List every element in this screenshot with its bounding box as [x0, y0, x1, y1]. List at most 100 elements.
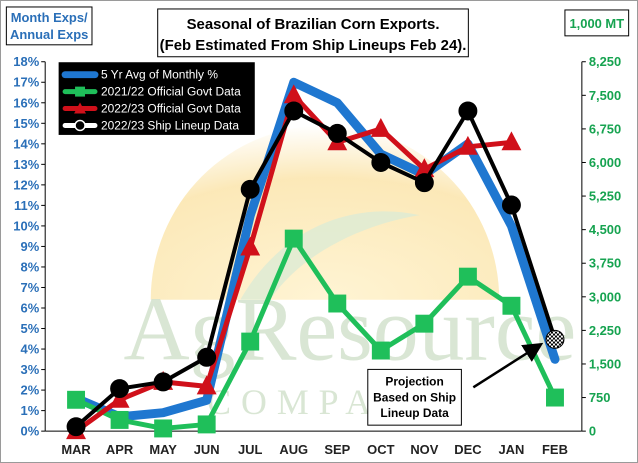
data-point [457, 135, 478, 155]
right-axis-ticks: 0 750 1,500 2,250 3,000 3,750 4,500 5,250 6,000 6… [581, 54, 621, 439]
data-point [501, 195, 521, 215]
x-tick-label: JUN [194, 442, 220, 457]
x-tick-label: MAR [61, 442, 91, 457]
x-tick-label: DEC [454, 442, 481, 457]
annotation-line-1: Projection [385, 374, 443, 388]
data-point [67, 390, 86, 409]
x-tick-label: APR [106, 442, 134, 457]
x-tick-label: JUL [238, 442, 263, 457]
x-tick-label: MAY [149, 442, 177, 457]
left-tick-label: 9% [21, 239, 40, 254]
left-tick-label: 11% [14, 198, 40, 213]
left-axis-label-line-2: Annual Exps [10, 27, 88, 42]
left-tick-label: 7% [21, 280, 40, 295]
right-tick-label: 6,750 [589, 121, 621, 136]
data-point [502, 296, 521, 315]
chart-title-line-1: Seasonal of Brazilian Corn Exports. [187, 16, 440, 33]
data-point [546, 388, 564, 407]
data-point [415, 314, 434, 333]
legend-entry: 2022/23 Ship Lineup Data [62, 118, 239, 132]
left-tick-label: 10% [13, 218, 39, 233]
data-point [284, 101, 304, 121]
x-tick-label: FEB [542, 442, 568, 457]
left-tick-label: 0% [21, 424, 40, 439]
x-tick-label: JAN [498, 442, 524, 457]
left-tick-label: 8% [21, 259, 40, 274]
data-point [371, 341, 390, 360]
legend-swatch-marker [74, 119, 86, 132]
annotation-line-3: Lineup Data [380, 406, 449, 420]
data-point [197, 415, 216, 434]
data-point [284, 229, 303, 248]
series-0 [71, 77, 560, 422]
data-point [458, 267, 477, 286]
data-point [66, 417, 86, 437]
legend-entry: 2021/22 Official Govt Data [62, 85, 241, 99]
legend-label: 2022/23 Official Govt Data [101, 102, 241, 116]
data-point [109, 388, 130, 408]
left-axis-ticks: 0% 1% 2% 3% 4% 5% 6% 7% 8% 9% 10% 11% 12% 13% 14% 15% 16… [13, 54, 46, 439]
left-tick-label: 17% [13, 75, 39, 90]
chart-title-line-2: (Feb Estimated From Ship Lineups Feb 24)… [160, 37, 467, 54]
legend-swatch-marker [74, 102, 87, 114]
data-point [501, 131, 522, 151]
annotation-box [367, 368, 462, 426]
left-tick-label: 12% [13, 177, 39, 192]
legend-entry: 5 Yr Avg of Monthly % [61, 68, 218, 82]
legend-swatch-marker [75, 86, 86, 97]
data-point [240, 236, 261, 256]
series-line [71, 77, 560, 422]
series-1 [67, 229, 564, 438]
left-tick-label: 14% [13, 136, 39, 151]
x-tick-label: AUG [279, 442, 308, 457]
data-point [240, 179, 260, 199]
annotation-arrow [472, 342, 544, 389]
x-tick-label: OCT [367, 442, 394, 457]
data-point [110, 410, 129, 429]
right-tick-label: 4,500 [589, 222, 621, 237]
legend-label: 2021/22 Official Govt Data [101, 85, 241, 99]
right-tick-label: 3,000 [589, 289, 621, 304]
right-tick-label: 1,500 [589, 356, 621, 371]
left-tick-label: 2% [21, 383, 40, 398]
right-tick-label: 2,250 [589, 323, 621, 338]
right-tick-label: 750 [589, 390, 611, 405]
data-point [414, 173, 434, 193]
x-tick-label: NOV [410, 442, 438, 457]
data-point [110, 379, 130, 399]
right-tick-label: 8,250 [589, 54, 621, 69]
left-tick-label: 16% [13, 95, 39, 110]
right-tick-label: 3,750 [589, 256, 621, 271]
data-point [327, 123, 347, 143]
legend: 5 Yr Avg of Monthly % 2021/22 Official Go… [58, 62, 255, 135]
title-box [157, 8, 469, 58]
series-layer [66, 77, 565, 440]
data-point [371, 153, 391, 172]
projection-annotation: Projection Based on Ship Lineup Data [367, 342, 544, 426]
legend-label: 5 Yr Avg of Monthly % [101, 68, 218, 82]
data-point [154, 419, 173, 438]
left-tick-label: 3% [21, 362, 40, 377]
left-tick-label: 18% [13, 54, 39, 69]
left-axis-label-line-1: Month Exps/ [11, 10, 88, 25]
x-tick-label: SEP [324, 442, 350, 457]
left-tick-label: 13% [13, 157, 39, 172]
right-tick-label: 0 [589, 424, 596, 439]
right-tick-label: 7,500 [589, 88, 621, 103]
series-3 [66, 101, 565, 437]
legend-label: 2022/23 Ship Lineup Data [101, 118, 239, 132]
data-point [458, 101, 478, 121]
right-tick-label: 6,000 [589, 155, 621, 170]
x-axis-ticks: MAR APR MAY JUN JUL AUG SEP OCT NOV DEC JAN FEB [61, 442, 568, 457]
left-tick-label: 15% [13, 116, 39, 131]
watermark-logo: AgResource COMPANY [123, 125, 576, 422]
right-axis-label-box [564, 9, 630, 37]
data-point [241, 332, 260, 351]
legend-entry: 2022/23 Official Govt Data [62, 102, 241, 116]
left-tick-label: 4% [21, 342, 40, 357]
data-point [328, 294, 347, 313]
data-point [196, 375, 217, 395]
right-tick-label: 5,250 [589, 189, 621, 204]
left-axis-label-box [5, 6, 93, 46]
